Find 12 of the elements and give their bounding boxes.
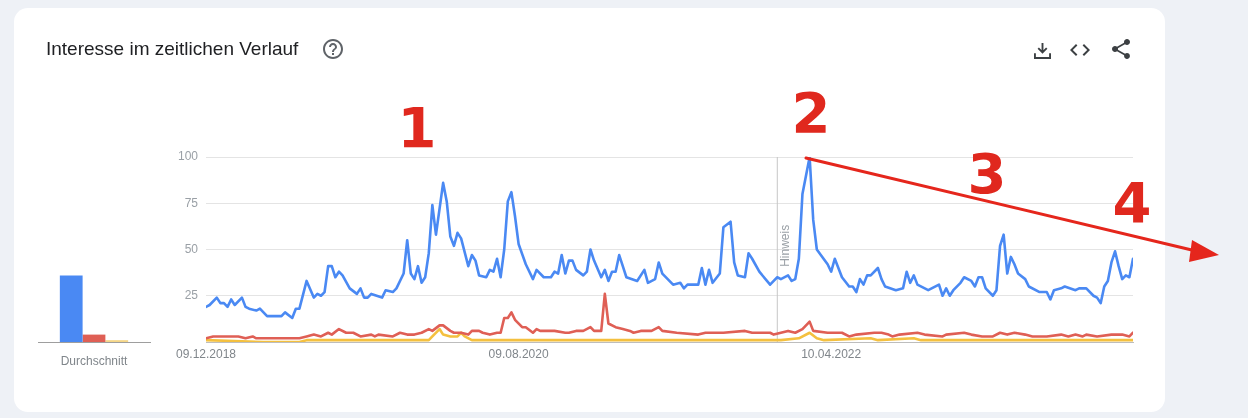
y-tick-label: 25 xyxy=(184,288,199,303)
x-tick-label: 09.12.2018 xyxy=(175,346,237,361)
y-tick-label: 75 xyxy=(184,195,199,210)
y-tick-label: 100 xyxy=(177,149,199,164)
text: 2 xyxy=(791,80,831,145)
x-tick-label: 10.04.2022 xyxy=(801,346,862,361)
chart-title: Interesse im zeitlichen Verlauf xyxy=(46,38,299,60)
x-tick-label: Durchschnitt xyxy=(60,353,129,368)
y-tick-label: 50 xyxy=(184,241,199,256)
annotation: 1 xyxy=(397,95,437,160)
x-tick-label: 09.08.2020 xyxy=(488,346,549,361)
ref-line-label: Hinweis xyxy=(777,224,792,267)
